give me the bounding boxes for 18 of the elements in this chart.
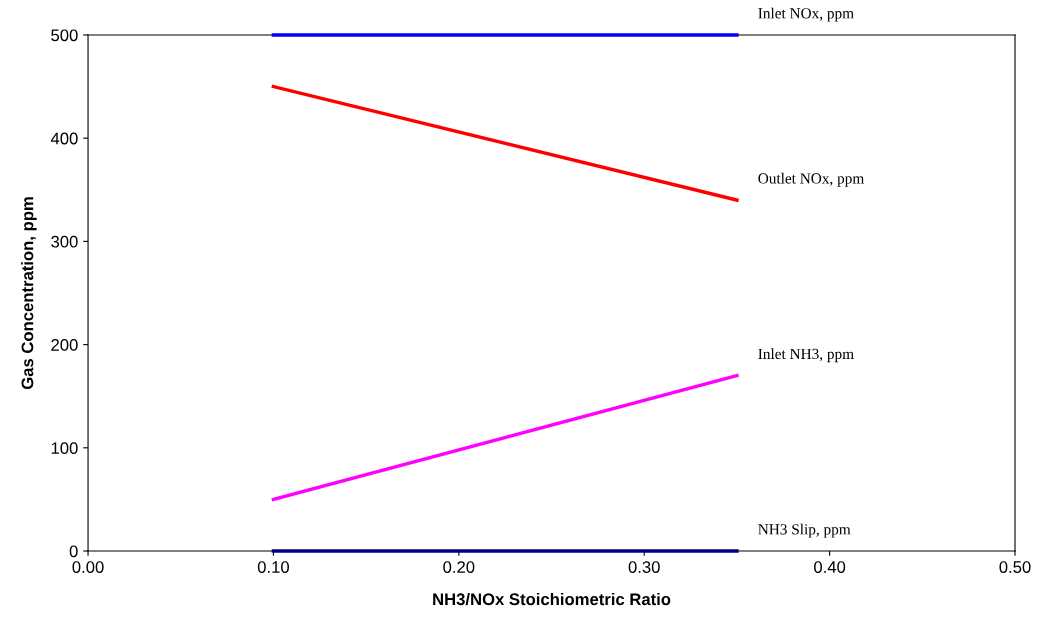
series-label: Outlet NOx, ppm <box>758 172 865 187</box>
y-axis-title: Gas Concentration, ppm <box>21 197 37 390</box>
y-tick-label: 200 <box>51 339 78 351</box>
x-axis-title: NH3/NOx Stoichiometric Ratio <box>433 592 671 606</box>
y-tick-label: 0 <box>69 545 78 558</box>
series-label: NH3 Slip, ppm <box>758 523 851 538</box>
series-label: Inlet NOx, ppm <box>758 7 854 22</box>
x-tick-label: 0.50 <box>999 561 1031 573</box>
y-tick-label: 400 <box>50 132 78 145</box>
x-tick-label: 0.30 <box>628 561 660 573</box>
series-label: Inlet NH3, ppm <box>758 348 854 363</box>
x-tick-label: 0.00 <box>72 561 104 573</box>
y-tick-label: 300 <box>51 235 78 248</box>
y-tick-label: 100 <box>51 442 78 455</box>
x-tick-label: 0.20 <box>443 561 475 573</box>
y-tick-label: 500 <box>51 29 78 42</box>
x-tick-label: 0.10 <box>257 561 289 573</box>
x-tick-label: 0.40 <box>814 561 846 573</box>
